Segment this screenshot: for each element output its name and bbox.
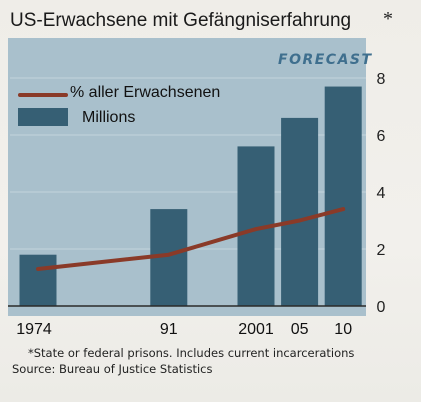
x-tick-label: 10 — [334, 321, 352, 338]
y-tick-label: 0 — [377, 299, 386, 316]
forecast-label: FORECAST — [278, 52, 373, 68]
bar — [324, 86, 362, 306]
y-tick-label: 8 — [377, 71, 386, 88]
x-tick-label: 2001 — [238, 321, 274, 338]
x-tick-label: 1974 — [16, 321, 52, 338]
y-tick-label: 4 — [377, 185, 386, 202]
y-tick-label: 2 — [377, 242, 386, 259]
legend-percent-label: % aller Erwachsenen — [70, 84, 221, 101]
bar — [281, 117, 319, 307]
title-asterisk: * — [383, 8, 393, 30]
x-tick-label: 05 — [291, 321, 309, 338]
bar — [19, 254, 57, 306]
legend-bar-swatch — [18, 108, 68, 126]
footnote: *State or federal prisons. Includes curr… — [28, 346, 355, 360]
legend-line-swatch — [18, 93, 68, 97]
x-tick-label: 91 — [160, 321, 178, 338]
chart-title: US-Erwachsene mit Gefängniserfahrung — [10, 10, 352, 31]
source-note: Source: Bureau of Justice Statistics — [12, 362, 213, 376]
legend-millions-label: Millions — [82, 109, 136, 126]
y-tick-label: 6 — [377, 128, 386, 145]
